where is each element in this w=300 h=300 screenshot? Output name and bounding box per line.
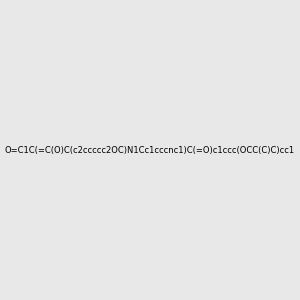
Text: O=C1C(=C(O)C(c2ccccc2OC)N1Cc1cccnc1)C(=O)c1ccc(OCC(C)C)cc1: O=C1C(=C(O)C(c2ccccc2OC)N1Cc1cccnc1)C(=O… [5, 146, 295, 154]
